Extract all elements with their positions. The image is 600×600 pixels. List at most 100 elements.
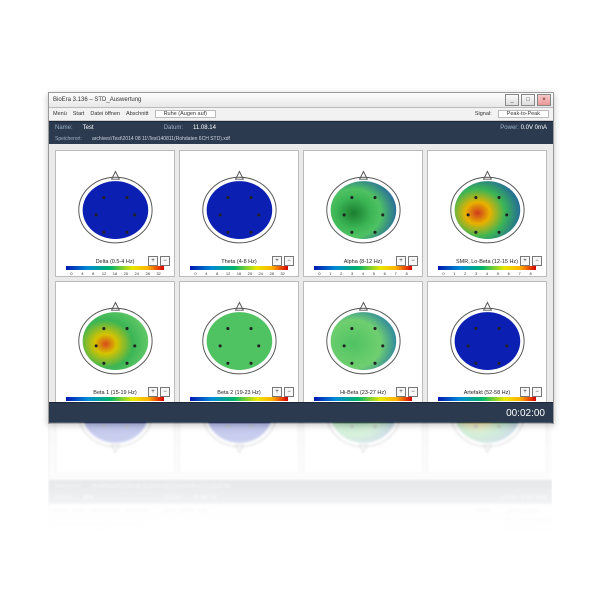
color-scale [438, 397, 536, 401]
topomap-grid: Delta (0.5-4 Hz) 048121620242832 + − The… [49, 422, 552, 480]
topomap [63, 157, 168, 253]
color-scale [190, 397, 288, 401]
signal-select[interactable]: Peak-to-Peak [498, 506, 549, 514]
infobar-primary: Name:Test Datum:11.08.14 Power: 0.0V 0mA [49, 490, 552, 503]
topomap-grid: Delta (0.5-4 Hz) 048121620242832 + − The… [49, 144, 553, 392]
date-value: 11.08.14 [193, 493, 216, 499]
band-panel: Beta 2 (19-23 Hz) 012345678 + − [179, 281, 299, 408]
scale-plus-button[interactable]: + [148, 256, 158, 266]
window-max-button[interactable]: □ [521, 94, 535, 106]
topomap [187, 422, 292, 467]
head-container [306, 422, 420, 471]
scale-minus-button[interactable]: − [408, 387, 418, 397]
color-scale [438, 266, 536, 270]
band-label: Delta (0.5-4 Hz) [96, 259, 135, 265]
topomap [63, 422, 168, 467]
toolbar-item-2[interactable]: Datei öffnen [90, 507, 120, 513]
band-panel: SMR, Lo-Beta (12-15 Hz) 012345678 + − [427, 422, 547, 474]
band-panel: Alpha (8-12 Hz) 012345678 + − [303, 150, 423, 277]
toolbar-item-3[interactable]: Abschnitt [126, 507, 149, 513]
name-value: Test [83, 493, 94, 499]
scale-minus-button[interactable]: − [532, 256, 542, 266]
window-close-button[interactable]: × [537, 94, 551, 106]
head-container [306, 153, 420, 258]
band-label: Alpha (8-12 Hz) [344, 259, 383, 265]
band-panel: Hi-Beta (23-27 Hz) 012345678 + − [303, 281, 423, 408]
scale-plus-button[interactable]: + [272, 387, 282, 397]
head-container [430, 284, 544, 389]
infobar-primary: Name:Test Datum:11.08.14 Power: 0.0V 0mA [49, 121, 553, 134]
color-scale [66, 397, 164, 401]
toolbar-item-1[interactable]: Start [73, 507, 85, 513]
scale-ticks: 012345678 [438, 271, 536, 276]
mode-select[interactable]: Ruhe (Augen auf) [155, 110, 216, 118]
color-scale [314, 397, 412, 401]
scale-ticks: 012345678 [314, 271, 412, 276]
scale-minus-button[interactable]: − [408, 256, 418, 266]
mode-select[interactable]: Ruhe (Augen auf) [155, 506, 216, 514]
band-label: SMR, Lo-Beta (12-15 Hz) [456, 259, 518, 265]
toolbar-item-0[interactable]: Menü [53, 111, 67, 117]
head-container [182, 284, 296, 389]
window-title: BioEra 3.136 – STD_Auswertung [53, 97, 141, 103]
scale-plus-button[interactable]: + [396, 256, 406, 266]
scale-plus-button[interactable]: + [148, 387, 158, 397]
scale-minus-button[interactable]: − [284, 387, 294, 397]
scale-minus-button[interactable]: − [532, 387, 542, 397]
band-panel: Delta (0.5-4 Hz) 048121620242832 + − [55, 150, 175, 277]
toolbar-item-0[interactable]: Menü [53, 507, 67, 513]
date-value: 11.08.14 [193, 125, 216, 131]
storage-path: archives\Test\2014 08 11\Test140811(Rohd… [92, 482, 230, 488]
band-panel: Artefakt (52-58 Hz) 048121620242832 + − [427, 281, 547, 408]
topomap [311, 422, 416, 467]
window-titlebar[interactable]: BioEra 3.136 – STD_Auswertung _ □ × [49, 516, 552, 531]
window-max-button[interactable]: □ [521, 518, 535, 530]
scale-ticks: 048121620242832 [66, 271, 164, 276]
scale-plus-button[interactable]: + [396, 387, 406, 397]
color-scale [190, 266, 288, 270]
toolbar-item-1[interactable]: Start [73, 111, 85, 117]
scale-plus-button[interactable]: + [520, 256, 530, 266]
scale-minus-button[interactable]: − [284, 256, 294, 266]
topomap [311, 157, 416, 253]
window-titlebar[interactable]: BioEra 3.136 – STD_Auswertung _ □ × [49, 93, 553, 108]
topomap [187, 288, 292, 384]
scale-minus-button[interactable]: − [160, 387, 170, 397]
timer-value: 00:02:00 [506, 408, 545, 419]
toolbar-item-3[interactable]: Abschnitt [126, 111, 149, 117]
power-value: 0.0V 0mA [521, 493, 547, 499]
head-container [58, 153, 172, 258]
band-panel: SMR, Lo-Beta (12-15 Hz) 012345678 + − [427, 150, 547, 277]
topomap [435, 157, 540, 253]
scale-minus-button[interactable]: − [160, 256, 170, 266]
head-container [430, 422, 544, 471]
signal-label: Signal: [475, 507, 492, 513]
band-label: Hi-Beta (23-27 Hz) [340, 390, 386, 396]
name-value: Test [83, 125, 94, 131]
band-label: Theta (4-8 Hz) [221, 259, 256, 265]
topomap [435, 422, 540, 467]
scale-plus-button[interactable]: + [520, 387, 530, 397]
toolbar-item-2[interactable]: Datei öffnen [90, 111, 120, 117]
reflection: BioEra 3.136 – STD_Auswertung _ □ × Menü… [48, 422, 552, 532]
signal-select[interactable]: Peak-to-Peak [498, 110, 549, 118]
band-panel: Beta 1 (15-19 Hz) 012345678 + − [55, 281, 175, 408]
band-label: Artefakt (52-58 Hz) [464, 390, 510, 396]
color-scale [66, 266, 164, 270]
head-container [182, 153, 296, 258]
window-min-button[interactable]: _ [505, 94, 519, 106]
band-panel: Theta (4-8 Hz) 048121620242832 + − [179, 422, 299, 474]
toolbar: Menü Start Datei öffnen Abschnitt Ruhe (Aug… [49, 503, 552, 516]
scale-plus-button[interactable]: + [272, 256, 282, 266]
band-label: Beta 1 (15-19 Hz) [93, 390, 136, 396]
head-container [182, 422, 296, 471]
footer-bar: 00:02:00 [49, 402, 553, 423]
app-window: BioEra 3.136 – STD_Auswertung _ □ × Menü… [48, 92, 554, 424]
band-panel: Delta (0.5-4 Hz) 048121620242832 + − [55, 422, 175, 474]
window-min-button[interactable]: _ [505, 518, 519, 530]
head-container [58, 284, 172, 389]
topomap [187, 157, 292, 253]
topomap [311, 288, 416, 384]
window-close-button[interactable]: × [537, 518, 551, 530]
topomap [63, 288, 168, 384]
